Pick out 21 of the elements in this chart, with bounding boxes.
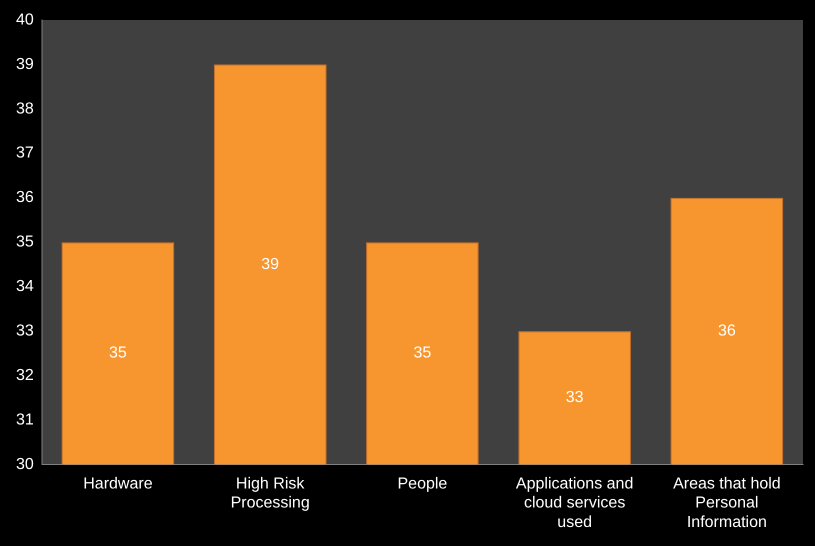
y-tick-label: 33 — [16, 322, 34, 340]
y-tick-label: 36 — [16, 189, 34, 206]
data-label: 39 — [261, 256, 280, 273]
x-tick-label: Areas that hold Personal Information — [673, 475, 781, 531]
x-tick-label: People — [397, 475, 448, 492]
y-tick-label: 35 — [16, 234, 34, 251]
y-tick-label: 40 — [16, 11, 34, 28]
data-label: 33 — [566, 389, 584, 406]
data-label: 35 — [109, 344, 127, 362]
y-tick-label: 34 — [16, 278, 34, 296]
y-tick-label: 31 — [16, 411, 34, 428]
y-tick-label: 32 — [16, 366, 34, 384]
y-tick-label: 30 — [16, 456, 34, 473]
y-tick-label: 38 — [16, 100, 34, 118]
x-tick-label: Hardware — [83, 475, 153, 492]
y-tick-label: 37 — [16, 144, 34, 162]
y-tick-label: 39 — [16, 56, 34, 73]
x-tick-label: High Risk Processing — [230, 475, 310, 512]
x-tick-label: Applications and cloud services used — [516, 475, 634, 531]
data-label: 36 — [718, 322, 736, 340]
data-label: 35 — [414, 344, 432, 362]
